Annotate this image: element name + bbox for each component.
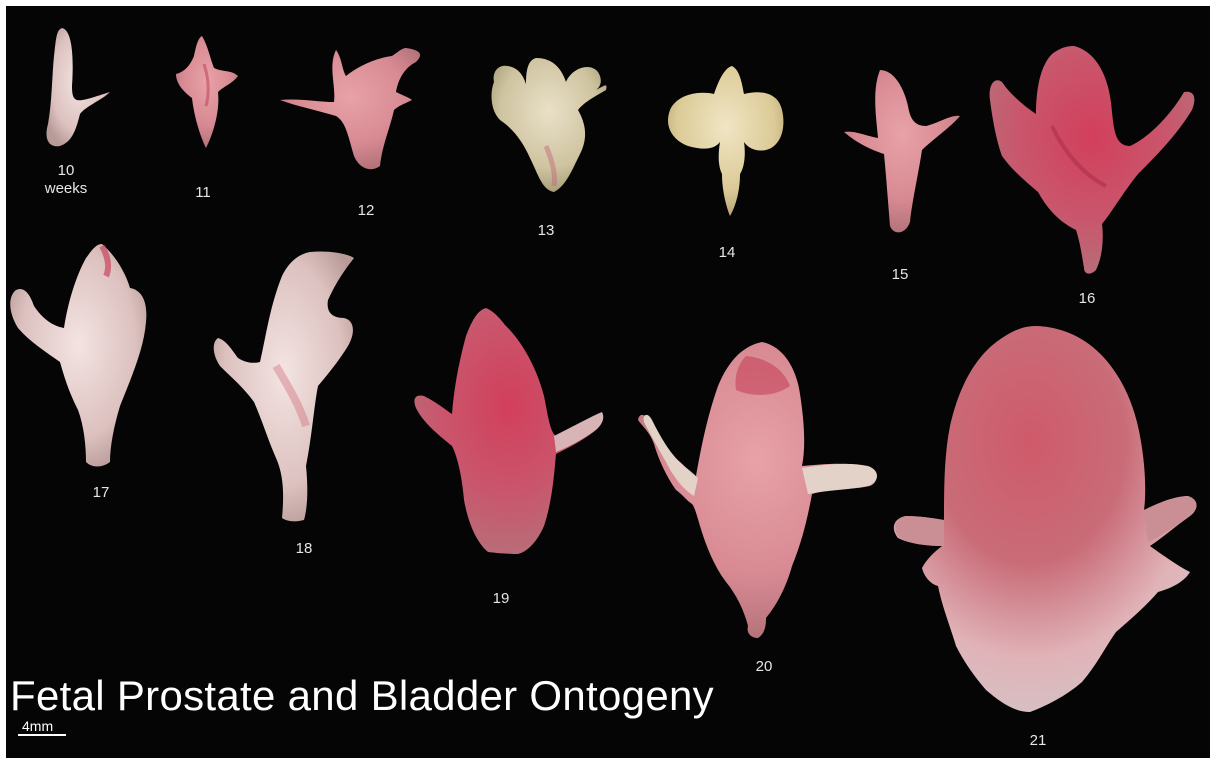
specimen-week-15 xyxy=(844,70,960,233)
week-label-12: 12 xyxy=(357,202,375,219)
specimen-week-10 xyxy=(46,28,110,147)
week-unit: weeks xyxy=(44,180,88,197)
specimen-week-18 xyxy=(213,251,354,522)
specimen-week-17 xyxy=(10,244,147,467)
specimen-week-13 xyxy=(491,58,607,192)
week-label-18: 18 xyxy=(295,540,313,557)
week-label-16: 16 xyxy=(1078,290,1096,307)
specimen-week-12 xyxy=(280,48,421,170)
week-label-13: 13 xyxy=(537,222,555,239)
specimen-week-14 xyxy=(668,66,784,216)
week-number: 10 xyxy=(57,162,75,179)
specimen-week-19 xyxy=(414,308,604,554)
week-label-10: 10 weeks xyxy=(36,162,96,198)
week-label-15: 15 xyxy=(891,266,909,283)
specimen-week-21 xyxy=(893,326,1197,712)
week-label-21: 21 xyxy=(1029,732,1047,749)
specimen-photographs xyxy=(10,28,1197,712)
figure-title: Fetal Prostate and Bladder Ontogeny xyxy=(10,672,714,719)
week-label-14: 14 xyxy=(718,244,736,261)
specimen-week-20 xyxy=(638,342,877,638)
week-label-19: 19 xyxy=(492,590,510,607)
specimen-week-16 xyxy=(989,46,1195,274)
scale-bar-label: 4mm xyxy=(22,718,54,734)
specimen-week-11 xyxy=(176,36,238,148)
week-label-17: 17 xyxy=(92,484,110,501)
scale-bar xyxy=(18,734,66,736)
week-label-20: 20 xyxy=(755,658,773,675)
image-panel: 10 weeks 11 12 13 14 15 16 17 18 19 20 2… xyxy=(6,6,1210,758)
week-label-11: 11 xyxy=(195,184,211,201)
